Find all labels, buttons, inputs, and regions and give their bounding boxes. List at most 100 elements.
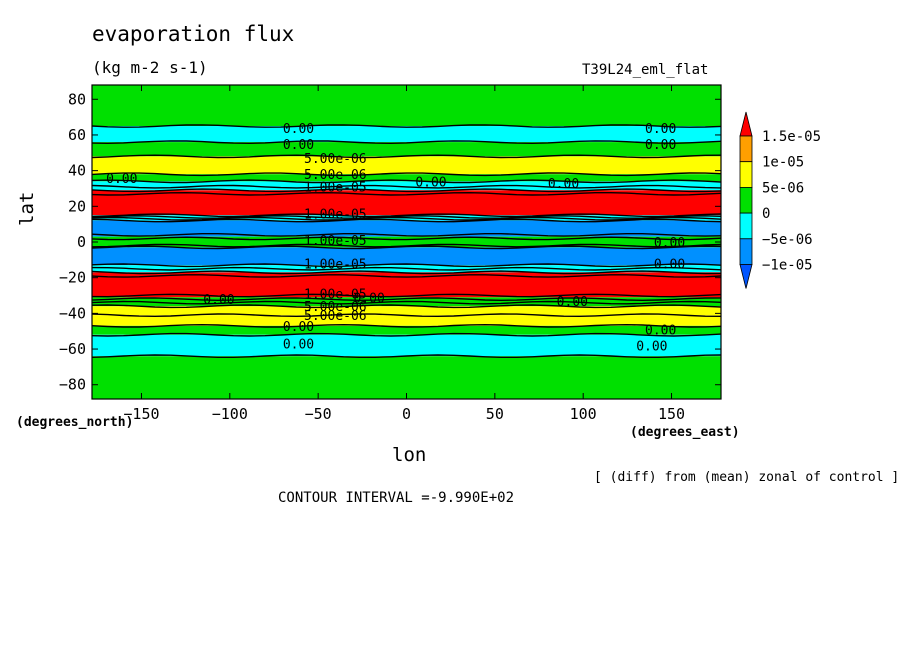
heatmap-band — [92, 247, 721, 266]
contour-label: 5.00e-06 — [304, 168, 367, 183]
contour-line — [92, 266, 721, 271]
colorbar: 1.5e-05 1e-05 5e-06 0 −5e-06 −1e-05 — [739, 111, 821, 289]
x-tick-label: −150 — [123, 405, 159, 423]
x-axis-label: lon — [392, 444, 427, 466]
colorbar-segment — [739, 186, 753, 214]
contour-line — [92, 332, 721, 337]
contour-line — [92, 293, 721, 298]
heatmap-band — [92, 220, 721, 237]
heatmap-band — [92, 181, 721, 191]
colorbar-segment — [739, 161, 753, 188]
y-tick-label: 0 — [77, 233, 86, 251]
colorbar-segment — [739, 212, 753, 240]
heatmap-band — [92, 334, 721, 357]
contour-label: 0.00 — [203, 293, 234, 308]
x-tick-label: −50 — [305, 405, 332, 423]
heatmap-band — [92, 236, 721, 248]
heatmap-band — [92, 315, 721, 326]
contour-label: 5.00e-06 — [304, 309, 367, 324]
contour-lines — [92, 124, 721, 358]
contour-line — [92, 304, 721, 309]
diff-note: [ (diff) from (mean) zonal of control ] — [594, 470, 900, 485]
contour-label: 0.00 — [557, 295, 588, 310]
colorbar-label: −1e-05 — [762, 258, 813, 274]
colorbar-label: 1e-05 — [762, 155, 804, 171]
contour-line — [92, 270, 721, 275]
heatmap-band — [92, 156, 721, 164]
contour-label: 0.00 — [645, 323, 676, 338]
heatmap-band — [92, 126, 721, 143]
contour-label: 1.00e-05 — [304, 207, 367, 222]
y-tick-label: 20 — [68, 197, 86, 215]
heatmap-band — [92, 142, 721, 157]
contour-label: 0.00 — [654, 257, 685, 272]
heatmap-band — [92, 163, 721, 175]
contour-label: 1.00e-05 — [304, 234, 367, 249]
chart-title: evaporation flux — [92, 22, 295, 46]
colorbar-bottom-arrow — [739, 264, 753, 289]
axis-ticks: −150 −100 −50 0 50 100 150 −80 −60 −40 −20 0 20 40 60 8… — [59, 85, 721, 423]
x-tick-label: 50 — [486, 405, 504, 423]
y-tick-label: 60 — [68, 126, 86, 144]
contour-line — [92, 188, 721, 193]
contour-interval: CONTOUR INTERVAL =-9.990E+02 — [278, 490, 515, 506]
contour-label: 0.00 — [283, 320, 314, 335]
heatmap-band — [92, 306, 721, 316]
contour-line — [92, 191, 721, 196]
colorbar-label: 5e-06 — [762, 180, 804, 196]
contour-line — [92, 184, 721, 189]
contour-line — [92, 218, 721, 223]
contour-label: 0.00 — [283, 122, 314, 137]
y-tick-label: −40 — [59, 304, 86, 322]
heatmap-band — [92, 85, 721, 127]
heatmap-band — [92, 356, 721, 399]
contour-label: 0.00 — [283, 338, 314, 353]
contour-line — [92, 216, 721, 221]
contour-line — [92, 245, 721, 250]
contour-line — [92, 215, 721, 219]
heatmap-bands — [92, 85, 721, 399]
y-axis-unit: (degrees_north) — [16, 415, 134, 430]
contour-line — [92, 124, 721, 128]
contour-line — [92, 172, 721, 177]
x-tick-label: 150 — [658, 405, 685, 423]
contour-label: 0.00 — [548, 177, 579, 192]
units-label: (kg m-2 s-1) — [92, 58, 208, 77]
contour-line — [92, 297, 721, 302]
colorbar-label: −5e-06 — [762, 232, 813, 248]
x-tick-label: 0 — [402, 405, 411, 423]
colorbar-top-arrow — [739, 111, 753, 137]
contour-label: 0.00 — [636, 339, 667, 354]
contour-label: 0.00 — [645, 138, 676, 153]
contour-label: 0.00 — [654, 236, 685, 251]
x-tick-label: −100 — [212, 405, 248, 423]
contour-line — [92, 179, 721, 184]
y-tick-label: −20 — [59, 269, 86, 287]
y-tick-label: −60 — [59, 340, 86, 358]
contour-label: 1.00e-05 — [304, 288, 367, 303]
contour-line — [92, 154, 721, 159]
run-label: T39L24_eml_flat — [582, 62, 709, 78]
contour-line — [92, 274, 721, 278]
contour-label: 0.00 — [645, 122, 676, 137]
heatmap-band — [92, 325, 721, 335]
contour-label: 1.00e-05 — [304, 257, 367, 272]
contour-line — [92, 300, 721, 305]
contour-line — [92, 236, 721, 241]
contour-label: 0.00 — [353, 291, 384, 306]
contour-line — [92, 233, 721, 237]
x-tick-label: 100 — [570, 405, 597, 423]
colorbar-segment — [739, 135, 753, 163]
heatmap-band — [92, 272, 721, 298]
contour-label: 5.00e-06 — [304, 300, 367, 315]
contour-line — [92, 140, 721, 145]
contour-line — [92, 213, 721, 218]
contour-label: 0.00 — [415, 175, 446, 190]
contour-line — [92, 263, 721, 268]
y-tick-label: −80 — [59, 376, 86, 394]
heatmap-band — [92, 190, 721, 216]
colorbar-segment — [739, 238, 753, 265]
contour-labels: 0.000.005.00e-065.00e-061.00e-050.00 0.00… — [106, 122, 685, 355]
contour-label: 1.00e-05 — [304, 181, 367, 196]
heatmap-band — [92, 174, 721, 182]
